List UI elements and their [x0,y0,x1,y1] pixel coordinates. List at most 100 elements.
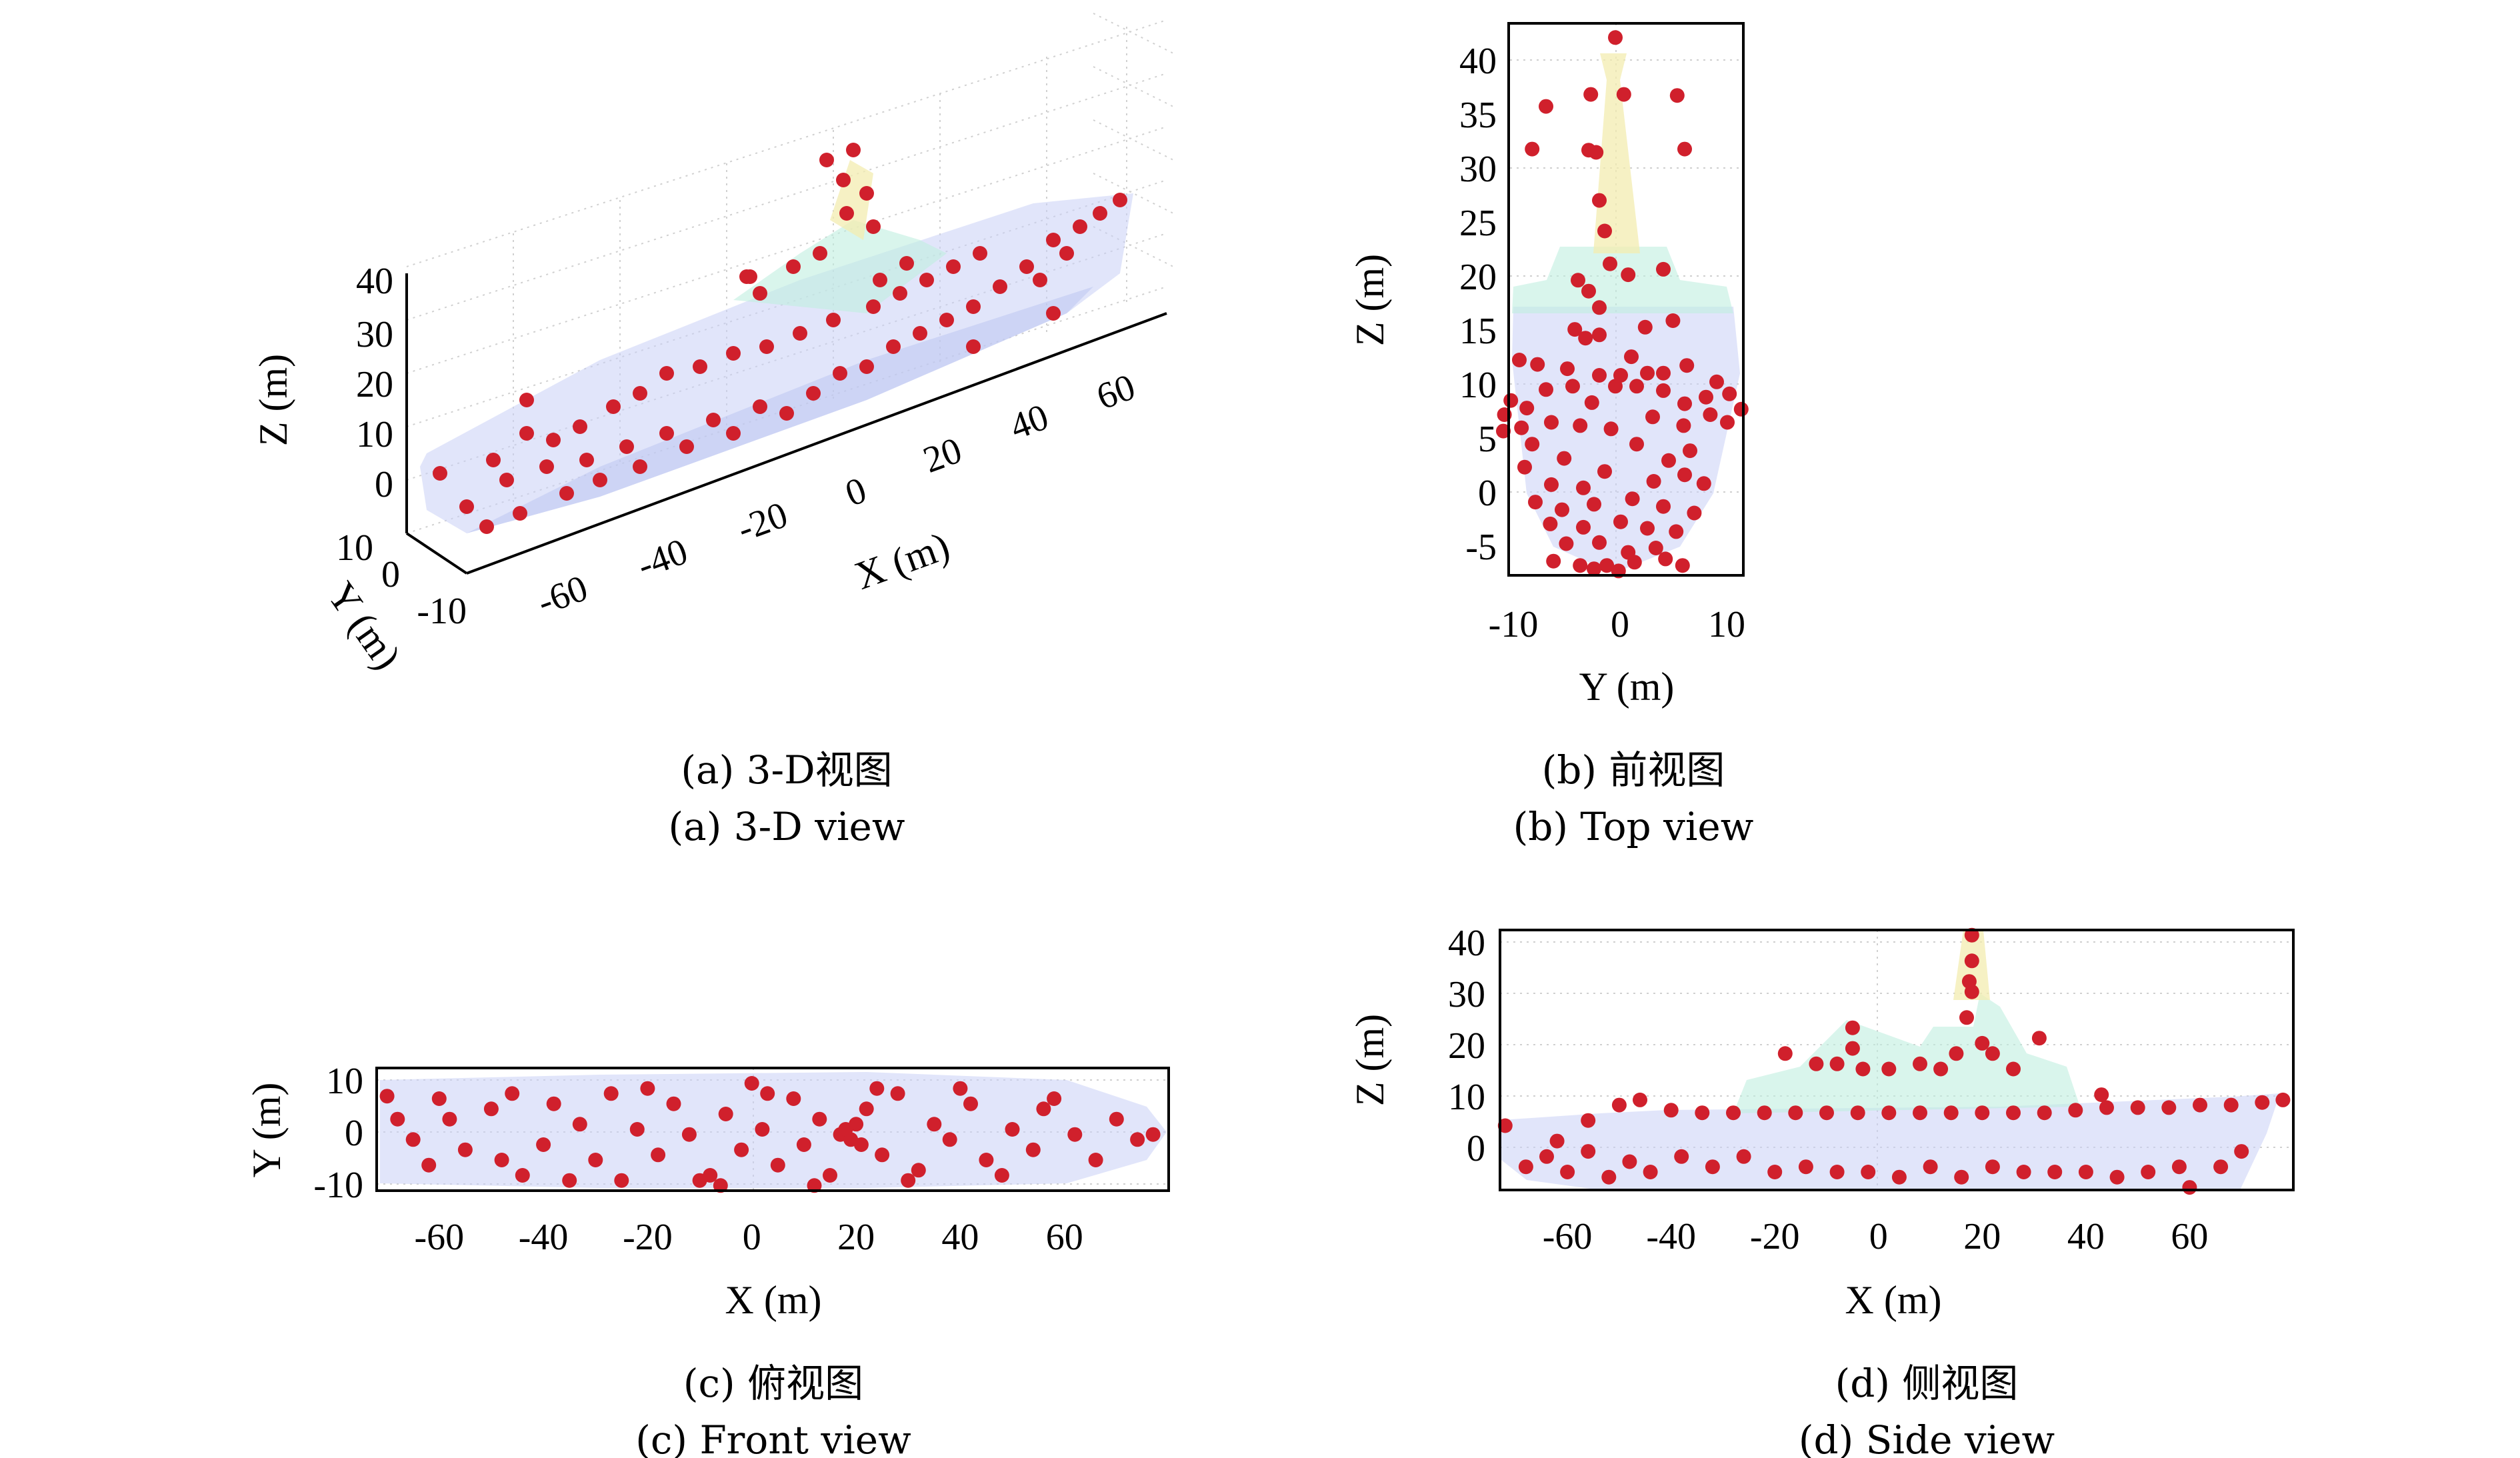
panel-c-point [812,1111,827,1127]
panel-c-point [562,1173,577,1188]
panel-b-point [1656,365,1671,381]
panel-c-xtick: -60 [414,1217,464,1258]
panel-c-point [734,1142,749,1157]
panel-d-point [1611,1097,1627,1113]
panel-c-point [927,1117,942,1132]
panel-c-point [421,1157,437,1173]
panel-c-point [1047,1091,1062,1106]
panel-c-xtick: -20 [623,1217,673,1258]
panel-d-ylabel: Z (m) [1348,1014,1392,1106]
panel-c-point [494,1153,509,1167]
panel-b-point [1565,379,1580,394]
panel-c-xtick: 20 [837,1217,875,1258]
panel-d-point [1891,1169,1907,1185]
panel-b-frame [1507,22,1745,577]
panel-b-point [1677,467,1692,483]
panel-a-3d-view: 40 30 20 10 0 10 0 -10 -60 -40 -20 0 20 … [251,13,1174,677]
panel-d-point [1954,1169,1969,1185]
panel-b-point [1496,423,1511,439]
panel-b-point [1640,521,1655,536]
panel-d-point [1581,1144,1596,1159]
panel-c-point [1145,1127,1161,1142]
panel-b-point [1733,401,1749,417]
panel-d-xtick: -60 [1543,1216,1593,1257]
panel-b-point [1665,313,1681,328]
panel-c-xtick: 40 [941,1217,979,1258]
panel-d-point [2109,1169,2125,1185]
panel-d-point [2031,1031,2047,1046]
panel-b-point [1656,261,1671,277]
panel-b-point [1528,495,1543,510]
panel-b-point [1581,283,1596,299]
panel-b-point [1640,365,1655,381]
panel-d-point [1767,1165,1783,1179]
panel-d-point [1845,1020,1860,1035]
panel-a-ytick-10: 10 [336,527,373,569]
panel-d-point [1674,1149,1689,1164]
panel-d-ytick-10: 10 [1448,1077,1485,1118]
panel-d-xtick: -40 [1646,1216,1696,1257]
panel-c-point [1088,1153,1103,1167]
panel-b-point [1629,379,1644,394]
panel-d-point [1581,1113,1596,1128]
panel-b-point [1625,491,1640,507]
panel-d-point [2223,1097,2239,1113]
panel-d-xtick: 60 [2171,1216,2208,1257]
panel-a-mast [830,160,873,240]
panel-b-point [1696,476,1711,491]
panel-d-xtick: 40 [2067,1216,2105,1257]
panel-d-point [2275,1092,2291,1107]
panel-d-xtick: 0 [1869,1216,1888,1257]
panel-b-point [1559,536,1574,551]
panel-d-point [1663,1103,1679,1118]
panel-b-point [1519,401,1535,416]
panel-a-ztick-10: 10 [356,414,393,455]
panel-d-point [1809,1056,1824,1071]
panel-d-point [1549,1133,1565,1149]
panel-c-point [744,1076,759,1091]
panel-c-point [953,1081,968,1096]
panel-b-point [1589,145,1604,160]
panel-d-point [1643,1165,1658,1179]
panel-b-hull [1512,307,1740,573]
panel-c-point [979,1153,994,1167]
panel-a-xtick-60: 60 [1091,366,1141,417]
panel-b-point [1584,395,1599,410]
panel-b-ytick-25: 25 [1459,203,1497,244]
panel-a-ytick-neg10: -10 [417,591,467,632]
panel-c-xlabel: X (m) [725,1278,822,1322]
panel-b-point [1646,474,1661,489]
panel-b-point [1573,558,1588,573]
panel-b-point [1661,453,1676,468]
panel-d-point [1985,1046,2000,1061]
panel-c-point [431,1091,447,1106]
panel-d-point [1829,1165,1845,1179]
panel-b-point [1624,349,1639,365]
panel-b-yticks: 40 35 30 25 20 15 10 5 0 -5 [1459,41,1497,568]
panel-b-point [1645,409,1660,425]
panel-d-point [1695,1105,1710,1121]
panel-c-point [515,1168,530,1183]
panel-b-ylabel: Z (m) [1348,254,1392,346]
panel-d-point [2182,1180,2197,1195]
panel-c-point [505,1086,520,1101]
panel-c-point [1130,1132,1145,1147]
panel-d-point [1518,1159,1533,1175]
panel-c-point [718,1107,733,1121]
panel-d-point [1913,1105,1927,1121]
panel-a-hull [420,193,1133,533]
panel-a-xtick-neg60: -60 [532,567,593,623]
panel-d-point [1985,1159,2000,1175]
panel-d-point [2037,1105,2052,1121]
panel-d-point [1777,1046,1793,1061]
panel-c-point [651,1147,666,1163]
panel-c-point [755,1122,770,1137]
panel-b-point [1627,555,1642,570]
panel-b-ytick-40: 40 [1459,41,1497,82]
panel-c-point [942,1132,957,1147]
panel-d-ytick-0: 0 [1467,1128,1485,1169]
panel-d-point [2068,1103,2083,1118]
panel-b-xtick-neg10: -10 [1489,604,1539,645]
panel-b-xlabel: Y (m) [1579,665,1675,709]
panel-d-point [1959,1010,1974,1025]
